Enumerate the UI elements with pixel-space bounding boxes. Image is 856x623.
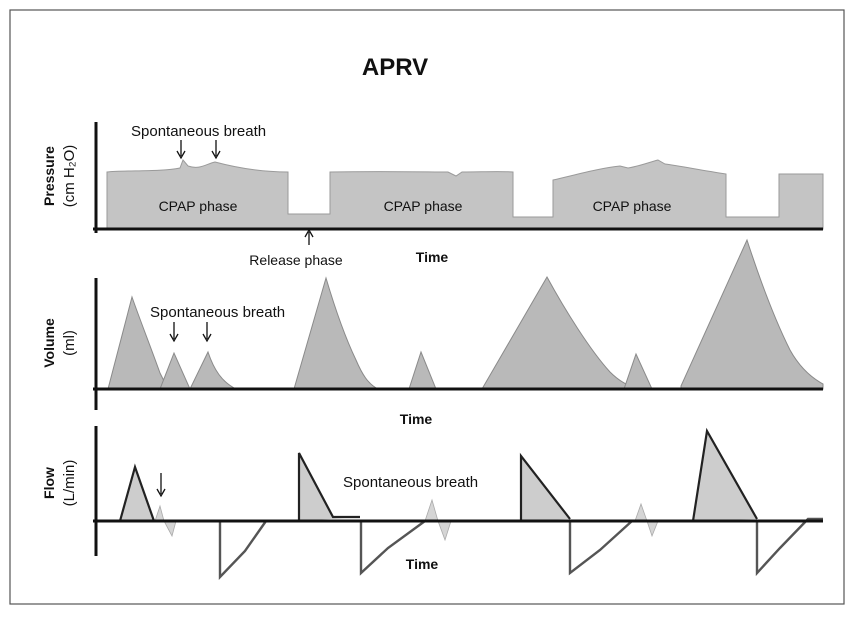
pressure-y-unit: (cm H₂O) (61, 145, 78, 207)
flow-spontaneous-label: Spontaneous breath (343, 474, 478, 491)
volume-arrow-2 (202, 322, 212, 343)
flow-x-label: Time (406, 556, 439, 572)
flow-peak-2 (297, 452, 360, 521)
pressure-waveform (106, 159, 824, 230)
cpap-phase-label-2: CPAP phase (384, 198, 463, 214)
flow-peak-3 (519, 452, 571, 521)
flow-release-3 (568, 520, 633, 576)
volume-x-label: Time (400, 411, 433, 427)
flow-y-unit: (L/min) (61, 460, 78, 507)
cpap-phase-label-1: CPAP phase (159, 198, 238, 214)
flow-release-4 (755, 517, 823, 577)
pressure-y-label: Pressure (41, 146, 57, 206)
flow-arrow-1 (156, 473, 166, 498)
volume-peak-1 (107, 295, 169, 390)
flow-release-2 (359, 520, 426, 576)
volume-arrow-1 (169, 322, 179, 343)
pressure-arrow-1 (176, 140, 186, 160)
volume-panel: Volume (ml) Spontaneous breath Time (41, 238, 824, 427)
volume-y-unit: (ml) (61, 330, 78, 356)
flow-release-1 (218, 520, 267, 580)
release-phase-label: Release phase (249, 252, 343, 268)
cpap-phase-label-3: CPAP phase (593, 198, 672, 214)
figure-title: APRV (362, 54, 428, 81)
volume-y-label: Volume (41, 318, 57, 368)
volume-peak-2 (293, 276, 379, 390)
flow-peak-4 (691, 427, 758, 522)
pressure-x-label: Time (416, 249, 449, 265)
pressure-spontaneous-label: Spontaneous breath (131, 123, 266, 140)
flow-y-label: Flow (41, 467, 57, 499)
release-phase-arrow (304, 228, 314, 245)
flow-panel: Flow (L/min) Spontaneous breath Time (41, 426, 823, 580)
flow-peak-1 (118, 463, 156, 522)
volume-spontaneous-label: Spontaneous breath (150, 304, 285, 321)
volume-peak-4 (680, 238, 824, 390)
pressure-panel: Pressure (cm H₂O) CPAP phase CPAP phase … (41, 122, 824, 268)
pressure-arrow-2 (211, 140, 221, 160)
